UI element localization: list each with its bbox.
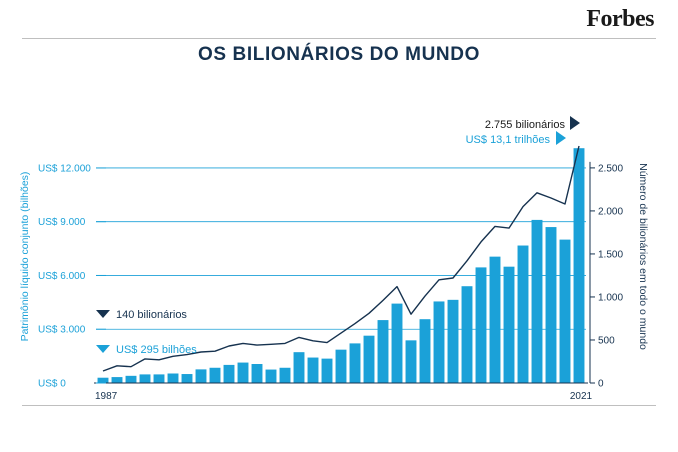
annotations-group: 140 bilionários US$ 295 bilhões 2.755 bili… bbox=[96, 116, 580, 356]
bottom-divider bbox=[22, 405, 656, 406]
y2-axis-title: Número de bilionários em todo o mundo bbox=[637, 163, 649, 350]
bar-2010 bbox=[419, 319, 431, 383]
bar-2020 bbox=[559, 239, 571, 383]
bar-2004 bbox=[335, 349, 347, 383]
top-divider bbox=[22, 38, 656, 39]
x-label-last: 2021 bbox=[570, 391, 593, 402]
bar-1998 bbox=[251, 364, 263, 383]
bar-2015 bbox=[489, 256, 501, 383]
bar-1992 bbox=[167, 373, 179, 383]
y-axis-title: Patrimônio líquido conjunto (bilhões) bbox=[19, 172, 31, 342]
bar-2014 bbox=[475, 267, 487, 383]
end-wealth-marker bbox=[556, 131, 566, 145]
bar-2006 bbox=[363, 335, 375, 383]
bar-2000 bbox=[279, 367, 291, 383]
y2-tick-label-4: 2.000 bbox=[598, 206, 623, 217]
bar-1994 bbox=[195, 369, 207, 383]
start-count-marker bbox=[96, 310, 110, 318]
bar-1989 bbox=[125, 375, 137, 383]
bar-1999 bbox=[265, 369, 277, 383]
billionaires-count-line bbox=[102, 145, 580, 372]
page-title: OS BILIONÁRIOS DO MUNDO bbox=[198, 44, 480, 65]
bar-2005 bbox=[349, 343, 361, 383]
end-wealth-annotation: US$ 13,1 trilhões bbox=[466, 134, 551, 146]
bar-2008 bbox=[391, 303, 403, 383]
y2-tick-label-5: 2.500 bbox=[598, 163, 623, 174]
bar-2019 bbox=[545, 227, 557, 383]
bar-2002 bbox=[307, 357, 319, 383]
y-tick-label-4: US$ 12.000 bbox=[38, 163, 91, 174]
forbes-logo: Forbes bbox=[586, 6, 654, 32]
bar-2016 bbox=[503, 266, 515, 383]
y2-tick-label-1: 500 bbox=[598, 335, 615, 346]
bar-2003 bbox=[321, 358, 333, 383]
end-count-marker bbox=[570, 116, 580, 130]
bar-2011 bbox=[433, 301, 445, 383]
y2-tick-label-0: 0 bbox=[598, 379, 604, 390]
start-count-annotation: 140 bilionários bbox=[116, 309, 187, 321]
y2-tick-label-2: 1.000 bbox=[598, 292, 623, 303]
x-label-first: 1987 bbox=[95, 391, 118, 402]
bar-1996 bbox=[223, 364, 235, 383]
bar-2021 bbox=[573, 148, 585, 383]
y-tick-label-1: US$ 3.000 bbox=[38, 325, 86, 336]
y-tick-label-3: US$ 9.000 bbox=[38, 217, 86, 228]
end-count-annotation: 2.755 bilionários bbox=[485, 119, 566, 131]
bar-1987 bbox=[97, 377, 109, 383]
bar-1997 bbox=[237, 362, 249, 383]
bar-2012 bbox=[447, 299, 459, 383]
bar-2017 bbox=[517, 245, 529, 383]
start-wealth-annotation: US$ 295 bilhões bbox=[116, 344, 197, 356]
bar-2013 bbox=[461, 286, 473, 383]
bar-1993 bbox=[181, 374, 193, 383]
y-tick-label-0: US$ 0 bbox=[38, 379, 66, 390]
bar-1988 bbox=[111, 377, 123, 383]
y2-tick-label-3: 1.500 bbox=[598, 249, 623, 260]
start-wealth-marker bbox=[96, 345, 110, 353]
line-group bbox=[102, 145, 580, 372]
bar-2001 bbox=[293, 352, 305, 383]
bars-group bbox=[97, 148, 585, 383]
bar-1990 bbox=[139, 374, 151, 383]
y-tick-label-2: US$ 6.000 bbox=[38, 271, 86, 282]
bar-2007 bbox=[377, 320, 389, 383]
bar-1995 bbox=[209, 367, 221, 383]
axes-group: US$ 0 US$ 3.000 US$ 6.000 US$ 9.000 US$ 12.0… bbox=[19, 161, 649, 402]
bar-2009 bbox=[405, 340, 417, 383]
bar-1991 bbox=[153, 374, 165, 383]
bar-2018 bbox=[531, 219, 543, 383]
